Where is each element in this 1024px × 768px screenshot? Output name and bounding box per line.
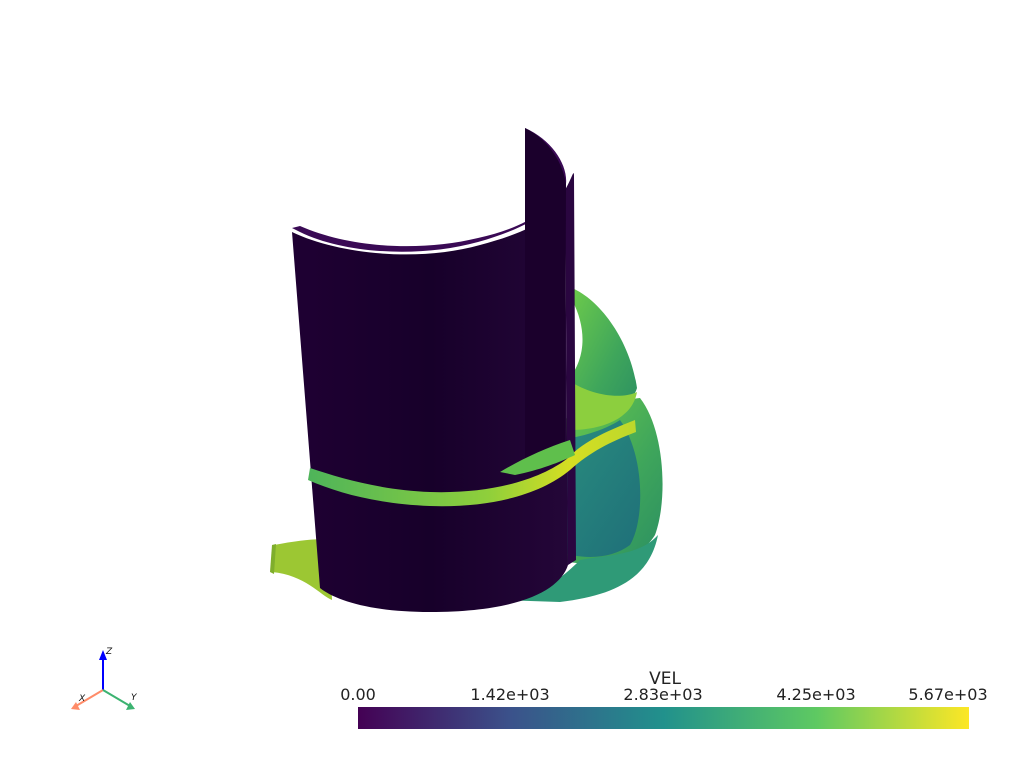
iso-surface-band xyxy=(308,420,636,507)
scalar-bar-tick-2: 2.83e+03 xyxy=(623,685,703,704)
scalar-bar-title: VEL xyxy=(649,669,681,689)
scalar-bar-tick-0: 0.00 xyxy=(340,685,376,704)
iso-surface-bottom-sweep xyxy=(500,535,658,602)
orientation-axes-widget: Z X Y xyxy=(71,647,138,710)
x-axis-line xyxy=(75,689,104,707)
z-axis-arrow xyxy=(99,650,107,660)
scalar-bar-tick-1: 1.42e+03 xyxy=(470,685,550,704)
x-axis-arrow xyxy=(71,702,80,710)
scalar-bar-colormap xyxy=(358,707,969,729)
iso-surface-upper-arc-lower xyxy=(568,380,637,430)
iso-surface-band-right xyxy=(500,440,575,475)
iso-surface-upper-arc xyxy=(568,288,637,417)
scalar-bar-tick-3: 4.25e+03 xyxy=(776,685,856,704)
y-axis-label: Y xyxy=(131,693,138,703)
cylinder-wall xyxy=(292,190,568,612)
x-axis-label: X xyxy=(78,694,86,704)
iso-surface-left-wing xyxy=(272,539,332,600)
y-axis-line xyxy=(102,689,131,707)
y-axis-arrow xyxy=(126,702,135,710)
cylinder-back-inner xyxy=(525,128,566,465)
scalar-bar-tick-4: 5.67e+03 xyxy=(908,685,988,704)
iso-surface-left-wing-edge xyxy=(270,544,276,574)
z-axis-label: Z xyxy=(105,647,113,657)
